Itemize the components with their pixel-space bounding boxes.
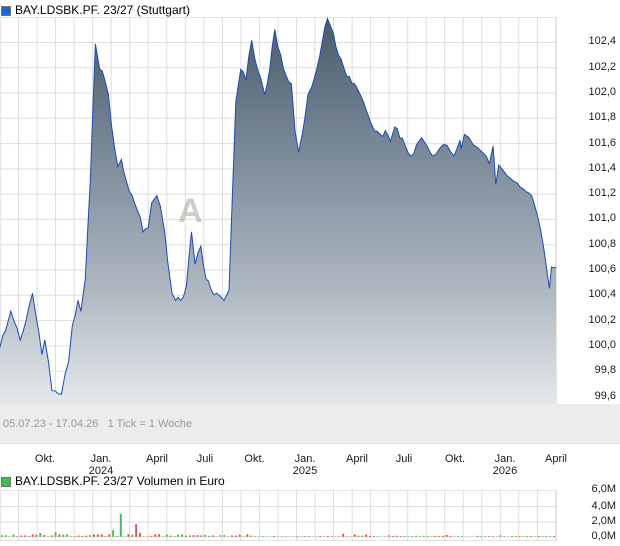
svg-text:A: A	[178, 192, 203, 230]
